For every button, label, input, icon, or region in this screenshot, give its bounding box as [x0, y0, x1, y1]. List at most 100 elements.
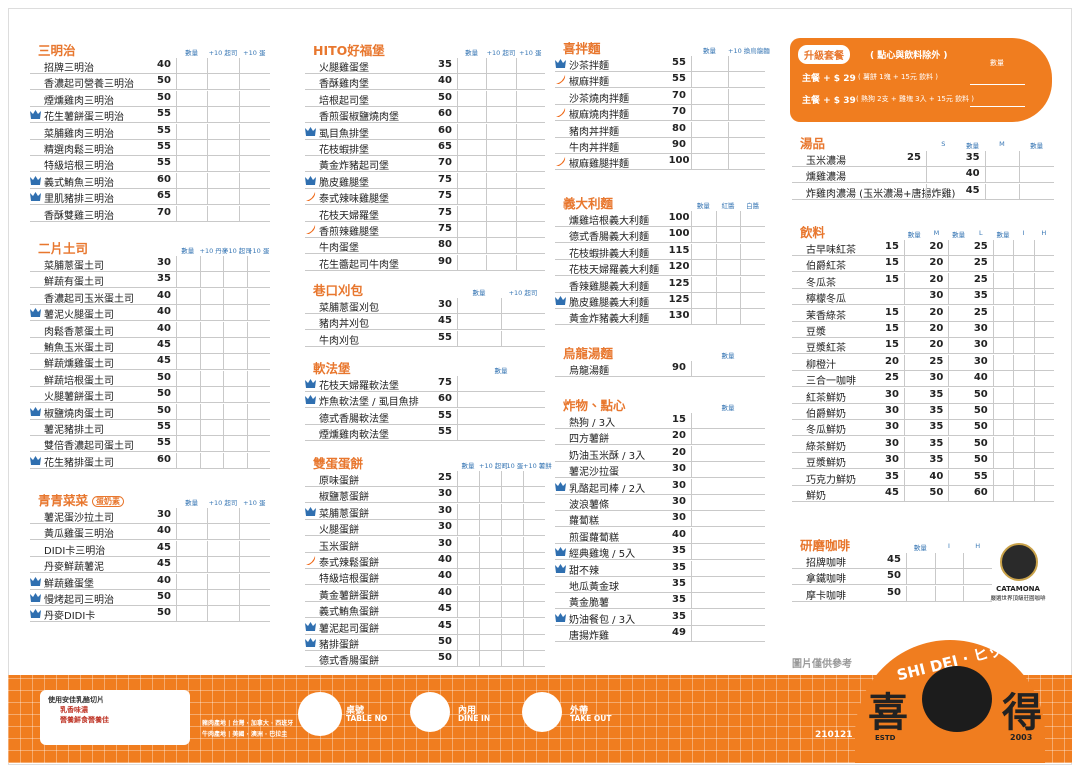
menu-row: 香酥雞肉堡 40 — [305, 74, 545, 91]
menu-row: 招牌咖啡 45 — [792, 553, 992, 569]
menu-row: 花枝天婦羅義大利麵 120 — [555, 260, 765, 277]
item-price: 70 — [438, 157, 452, 169]
qty-box — [515, 74, 545, 90]
item-name: 招牌三明治 — [44, 63, 94, 74]
menu-row: 德式香腸義大利麵 100 — [555, 227, 765, 244]
item-price: 55 — [438, 409, 452, 421]
qty-box — [199, 321, 224, 337]
qty-box — [176, 452, 200, 468]
item-name: 玉米蛋餅 — [319, 541, 359, 553]
qty-box — [963, 553, 992, 568]
item-price: 115 — [668, 244, 690, 256]
qty-box — [479, 553, 501, 568]
qty-box — [1013, 453, 1033, 469]
qty-box — [238, 90, 270, 106]
menu-row: 香辣雞腿義大利麵 125 — [555, 276, 765, 293]
item-price: 20 — [929, 241, 944, 252]
qty-box — [1013, 371, 1033, 387]
item-price: 50 — [157, 75, 171, 87]
item-price: 40 — [672, 528, 686, 540]
menu-row: 鮮蔬有蛋土司 35 — [30, 272, 270, 289]
qty-box — [486, 140, 515, 155]
item-price: 15 — [885, 257, 899, 269]
menu-row: 薯泥火腿蛋土司 40 — [30, 305, 270, 322]
column-header: 數量 — [996, 231, 1010, 239]
item-price: 25 — [973, 306, 988, 318]
item-price: 30 — [973, 339, 988, 351]
crown-icon — [305, 395, 316, 405]
item-price: 35 — [929, 405, 944, 416]
item-name: 德式香腸蛋餅 — [319, 656, 379, 668]
qty-box — [246, 288, 271, 304]
menu-row: 薯泥起司蛋餅 45 — [305, 618, 545, 635]
item-name: 鮮蔬雞蛋堡 — [44, 578, 94, 590]
item-price: 55 — [157, 157, 171, 169]
menu-row: 花枝天婦羅軟法堡 75 — [305, 376, 545, 392]
qty-box — [176, 321, 200, 337]
qty-box — [948, 305, 968, 321]
item-name: 古早味紅茶 — [806, 245, 856, 256]
section-title-text: 軟法堡 — [313, 361, 351, 376]
qty-box — [501, 602, 523, 618]
column-header: L — [978, 229, 983, 237]
item-price: 35 — [929, 454, 944, 466]
column-header: 數量 — [721, 404, 735, 412]
qty-box — [501, 471, 523, 486]
item-price: 40 — [438, 570, 452, 582]
menu-row: 甜不辣 35 — [555, 560, 765, 577]
item-name: 玉米濃湯 — [806, 156, 846, 167]
menu-row: 冬瓜鮮奶 30 35 50 — [792, 420, 1054, 437]
item-price: 55 — [973, 470, 988, 482]
qty-box — [486, 172, 515, 188]
item-price: 55 — [438, 331, 452, 343]
menu-row: 花枝天婦羅堡 75 — [305, 205, 545, 222]
item-price: 55 — [157, 124, 171, 136]
item-name: 菜脯蔥蛋土司 — [44, 261, 104, 272]
qty-box — [691, 626, 765, 642]
qty-box — [457, 503, 479, 519]
item-price: 45 — [157, 558, 171, 570]
menu-row: 特級培根三明治 55 — [30, 156, 270, 173]
item-name: 義式鮪魚蛋餅 — [319, 607, 379, 619]
item-name: DIDI卡三明治 — [44, 545, 106, 557]
qty-box — [457, 222, 486, 237]
crown-icon — [555, 612, 566, 622]
qty-box — [486, 156, 515, 172]
qty-box — [948, 469, 968, 485]
qty-box — [515, 58, 545, 73]
item-name: 鮮蔬有蛋土司 — [44, 277, 104, 289]
menu-row: 熱狗 / 3入 15 — [555, 413, 765, 429]
qty-box — [207, 140, 238, 155]
qty-box — [904, 289, 924, 305]
item-price: 30 — [157, 509, 171, 520]
item-name: 波浪薯條 — [569, 500, 609, 511]
qty-box — [199, 256, 224, 271]
item-name: 檸檬冬瓜 — [806, 294, 846, 306]
qty-box — [457, 569, 479, 585]
qty-box — [515, 140, 545, 155]
qty-box — [691, 121, 728, 137]
item-price: 35 — [973, 290, 988, 302]
origin-line: 牛肉產地 | 美國 · 澳洲 · 巴拉圭 — [202, 731, 288, 738]
item-price: 55 — [672, 73, 686, 85]
item-name: 泰式辣鬆蛋餅 — [319, 558, 379, 569]
item-name: 拿鐵咖啡 — [806, 574, 846, 586]
qty-box — [904, 486, 924, 501]
menu-row: 奶油餐包 / 3入 35 — [555, 609, 765, 626]
item-price: 40 — [157, 289, 171, 301]
qty-box — [740, 243, 765, 259]
chili-icon — [556, 157, 566, 167]
qty-box — [691, 413, 765, 428]
item-price: 20 — [929, 339, 944, 351]
item-price: 40 — [438, 554, 452, 565]
qty-box — [238, 123, 270, 139]
crown-icon — [555, 296, 566, 305]
item-name: 烏龍湯麵 — [569, 366, 609, 377]
qty-box — [207, 123, 238, 139]
item-name: 黃瓜雞蛋三明治 — [44, 529, 114, 541]
menu-row: 培根起司堡 50 — [305, 90, 545, 107]
item-name: 沙茶拌麵 — [569, 61, 609, 72]
qty-box — [934, 569, 964, 585]
qty-box — [904, 354, 924, 370]
item-price: 49 — [672, 627, 686, 639]
